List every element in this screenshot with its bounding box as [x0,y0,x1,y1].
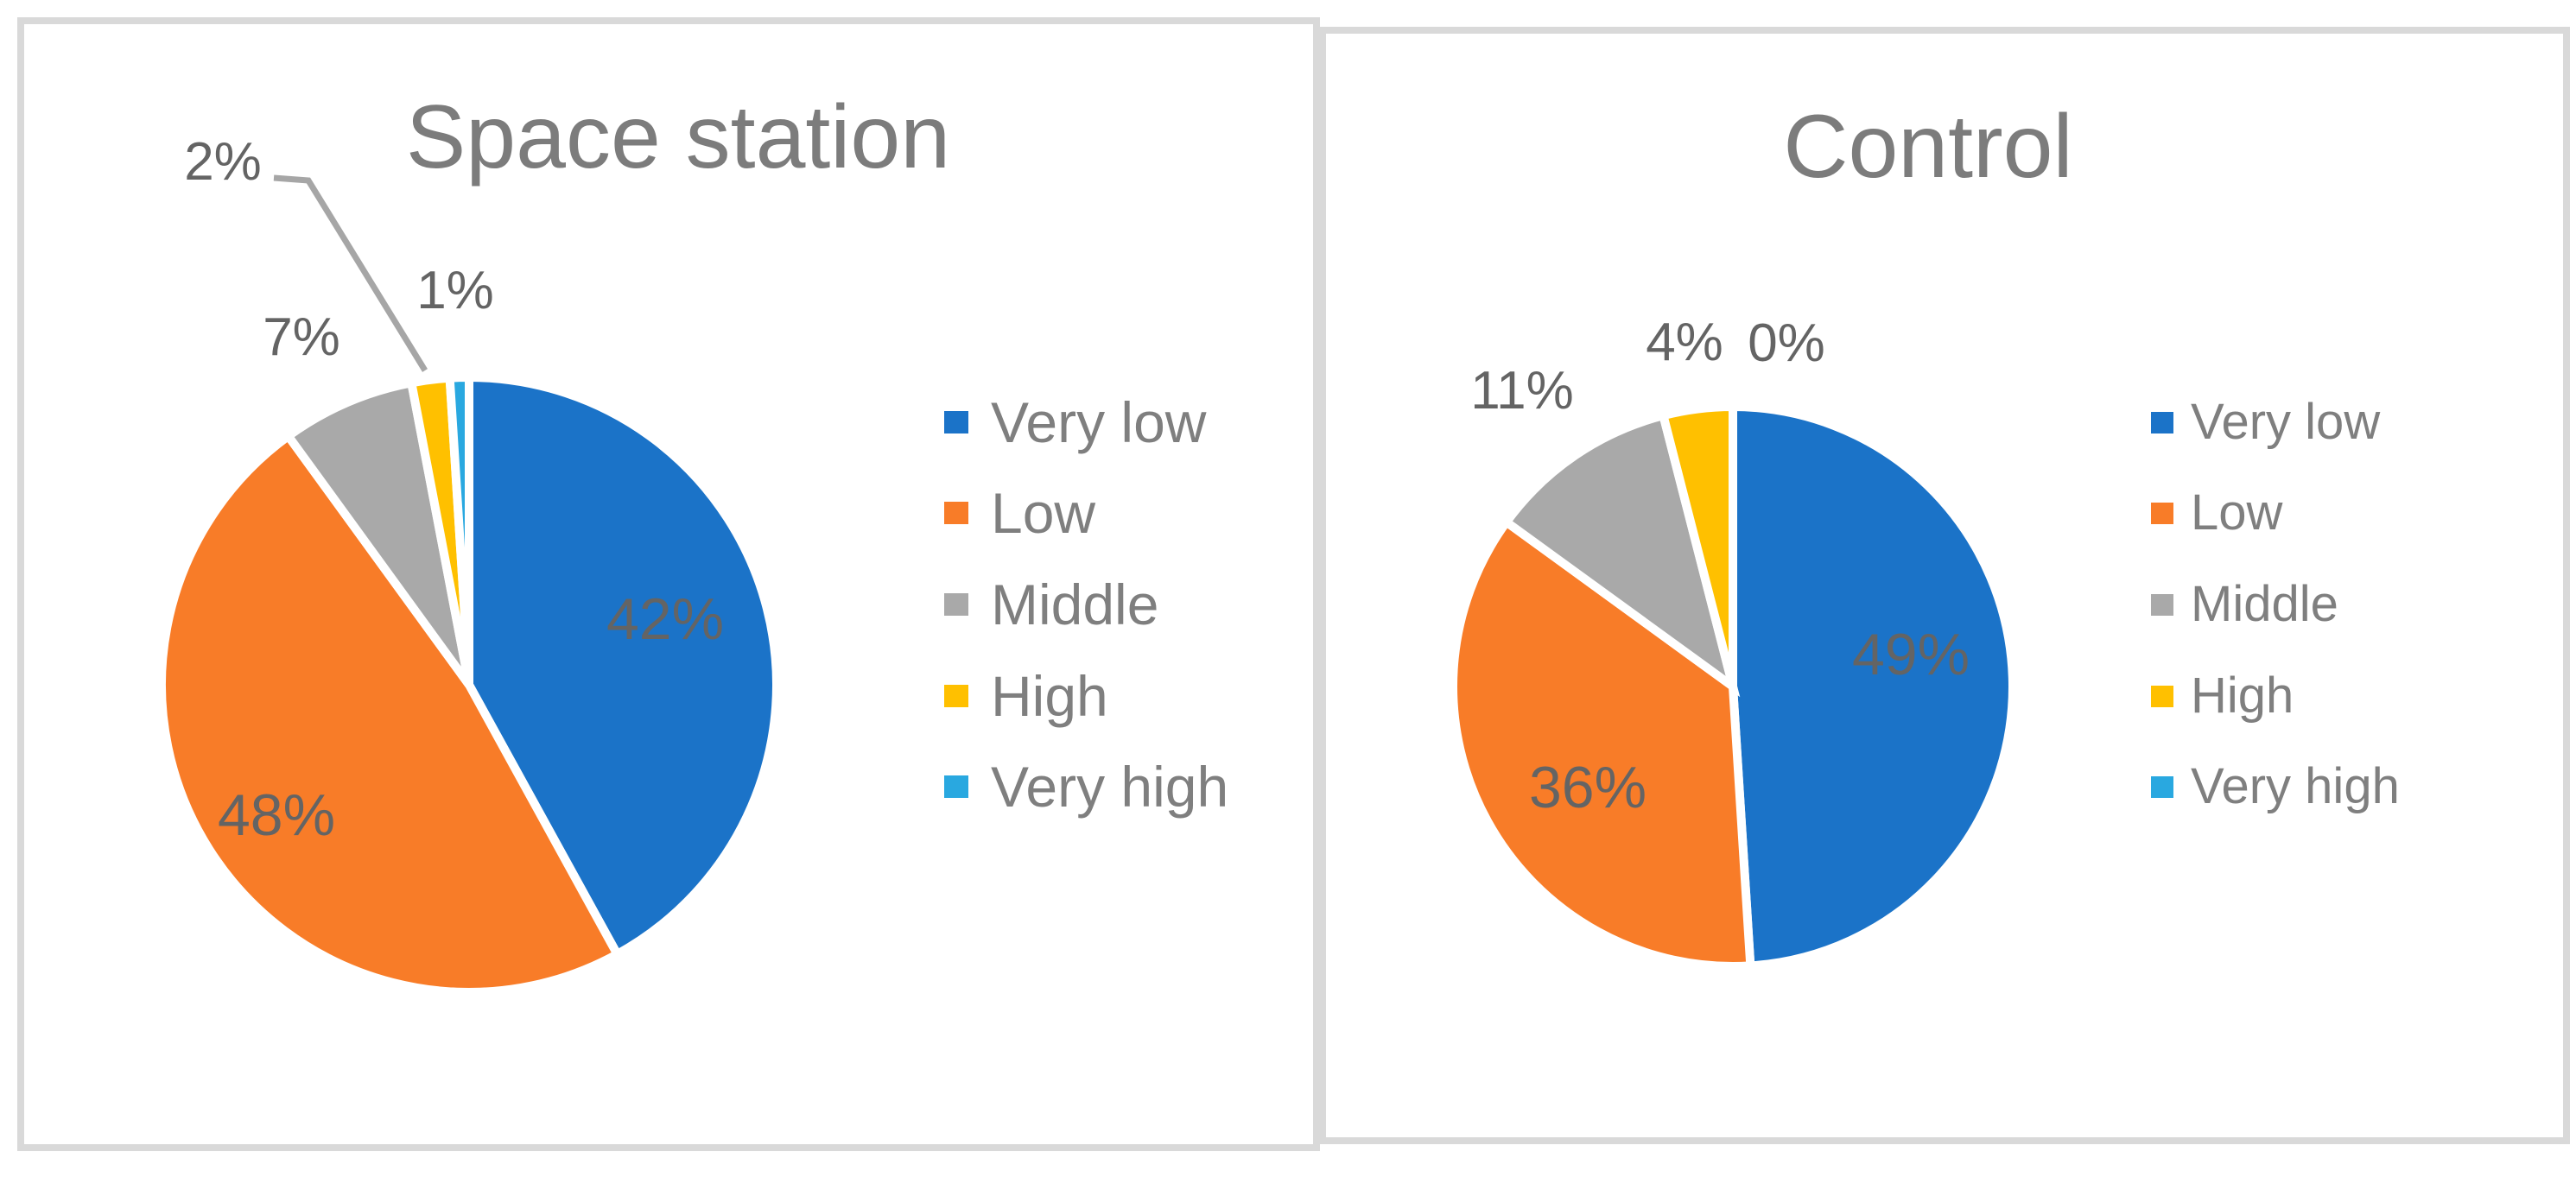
legend-label-middle: Middle [991,573,1159,636]
legend-label-high: High [2191,668,2294,724]
control-title: Control [1783,97,2073,197]
pie-slice-low [157,429,624,997]
data-label-high: 2% [184,132,262,192]
legend-item-very-high: Very high [2151,762,2400,812]
space-station-pie [157,372,781,997]
pie-slice-very-low [1729,402,2017,971]
legend-item-high: High [2151,671,2294,721]
pie-slice-very-high [445,372,473,686]
legend-item-very-low: Very low [2151,397,2380,447]
middle-swatch-icon [2151,593,2173,616]
legend-label-very-high: Very high [2191,758,2400,814]
high-swatch-icon [2151,685,2173,707]
middle-swatch-icon [944,593,968,616]
low-swatch-icon [944,502,968,524]
high-slice-leader-line [273,174,428,372]
legend-item-very-high: Very high [944,758,1228,815]
data-label-low: 36% [1528,755,1647,820]
very-high-swatch-icon [944,775,968,798]
legend-item-middle: Middle [2151,579,2338,630]
very-low-swatch-icon [944,411,968,433]
legend-label-high: High [991,664,1108,728]
pie-slice-high [1658,402,1737,688]
control-pie [1449,402,2017,971]
legend-item-high: High [944,668,1108,725]
data-label-middle: 11% [1470,361,1574,421]
legend-label-very-low: Very low [991,390,1207,454]
data-label-very-low: 49% [1851,622,1970,687]
legend-item-very-low: Very low [944,394,1206,451]
legend-label-low: Low [991,481,1096,545]
pie-slice-very-low [465,372,781,960]
legend-item-low: Low [2151,488,2282,538]
pie-slice-low [1449,516,1755,971]
data-label-very-high: 0% [1748,313,1825,373]
legend-item-low: Low [944,484,1095,541]
data-label-very-high: 1% [416,261,494,320]
data-label-middle: 7% [263,307,340,367]
legend-label-very-high: Very high [991,755,1229,819]
high-swatch-icon [944,685,968,707]
data-label-high: 4% [1646,313,1723,372]
low-swatch-icon [2151,502,2173,524]
very-low-swatch-icon [2151,411,2173,433]
legend-item-middle: Middle [944,576,1158,633]
data-label-very-low: 42% [606,586,725,652]
legend-label-low: Low [2191,484,2283,541]
legend-label-very-low: Very low [2191,394,2381,450]
space-station-title: Space station [405,87,951,187]
legend-label-middle: Middle [2191,576,2338,632]
very-high-swatch-icon [2151,775,2173,798]
data-label-low: 48% [217,782,336,848]
